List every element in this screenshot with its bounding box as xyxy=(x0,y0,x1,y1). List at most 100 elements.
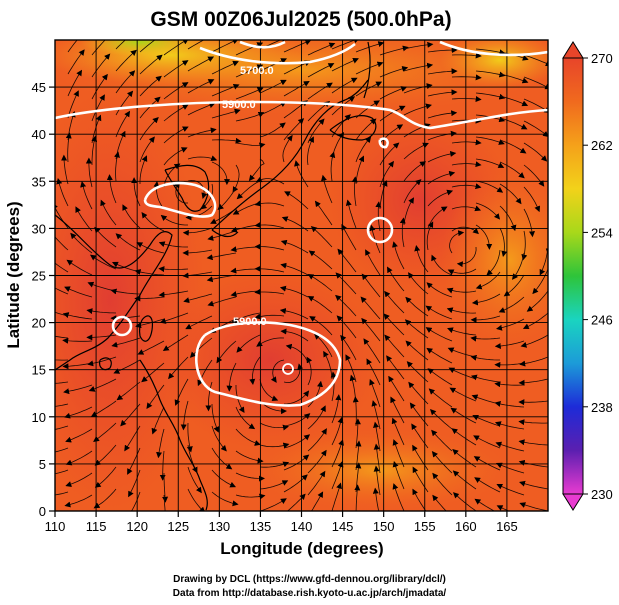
streamline xyxy=(427,68,458,75)
streamline xyxy=(55,425,69,430)
streamline xyxy=(131,177,141,207)
streamline xyxy=(189,337,213,358)
streamline xyxy=(115,233,141,251)
streamline xyxy=(114,151,120,182)
streamline xyxy=(259,122,286,138)
colorbar-tick-label: 230 xyxy=(591,487,613,502)
streamline xyxy=(355,136,372,163)
streamline xyxy=(259,498,287,511)
x-axis-title: Longitude (degrees) xyxy=(220,539,383,558)
streamline xyxy=(159,312,189,324)
streamline xyxy=(91,94,105,122)
y-tick-label: 10 xyxy=(32,410,46,425)
streamline xyxy=(340,334,357,361)
streamline xyxy=(523,164,545,187)
streamline xyxy=(94,226,117,248)
streamline xyxy=(187,56,215,72)
streamline xyxy=(282,134,293,163)
streamline xyxy=(307,296,333,314)
streamline xyxy=(163,494,166,511)
streamline xyxy=(519,502,548,511)
y-tick-label: 20 xyxy=(32,316,46,331)
streamline xyxy=(403,41,434,50)
streamline xyxy=(91,135,98,165)
streamline xyxy=(450,407,477,424)
streamline xyxy=(187,155,218,161)
streamline xyxy=(235,42,264,56)
streamline xyxy=(456,246,477,268)
streamline xyxy=(392,483,405,511)
x-tick-label: 125 xyxy=(167,519,189,534)
streamline xyxy=(360,296,381,320)
streamline xyxy=(89,254,117,270)
streamline xyxy=(116,381,141,401)
coastline-taiwan xyxy=(139,315,153,342)
streamline xyxy=(387,266,405,292)
streamline xyxy=(430,408,453,430)
y-axis-title: Latitude (degrees) xyxy=(4,201,23,348)
streamline xyxy=(100,199,117,226)
contour-typhoon-eye xyxy=(282,363,294,375)
y-tick-label: 25 xyxy=(32,269,46,284)
streamline xyxy=(494,401,525,408)
streamline xyxy=(452,470,477,490)
streamline xyxy=(336,315,357,339)
contour-small-high-west xyxy=(111,315,133,337)
streamline xyxy=(187,127,217,138)
streamline xyxy=(310,226,333,248)
gridlines xyxy=(55,40,548,511)
streamline xyxy=(321,174,333,204)
contour-label-2: 5700.0 xyxy=(240,65,274,77)
x-tick-label: 135 xyxy=(250,519,272,534)
streamline xyxy=(85,157,93,188)
streamline xyxy=(139,96,161,119)
streamline xyxy=(427,110,458,119)
yellow-blob-northeast xyxy=(440,40,548,88)
streamline xyxy=(91,73,108,100)
streamline xyxy=(211,447,233,470)
streamline xyxy=(307,273,333,292)
contour-5880-korea xyxy=(143,181,217,218)
streamline xyxy=(160,214,188,226)
x-tick-label: 120 xyxy=(126,519,148,534)
contour-5700 xyxy=(199,42,356,65)
streamline xyxy=(259,101,287,116)
streamline xyxy=(136,242,165,254)
streamline xyxy=(494,340,525,349)
streamline xyxy=(185,315,213,330)
coastline-japan xyxy=(211,79,369,238)
contours xyxy=(55,40,548,407)
streamline xyxy=(383,313,405,336)
x-tick-label: 140 xyxy=(291,519,313,534)
contour-5900-typhoon xyxy=(195,321,342,407)
colorbar-ticks: 230 238 246 254 262 270 xyxy=(583,51,613,502)
streamline xyxy=(499,117,528,130)
streamline xyxy=(384,290,405,314)
streamline xyxy=(432,472,453,496)
streamline xyxy=(375,201,382,232)
streamline xyxy=(279,285,309,298)
streamline xyxy=(363,338,381,364)
streamline xyxy=(226,362,237,392)
streamline xyxy=(236,180,261,200)
streamline xyxy=(307,380,323,408)
streamline xyxy=(139,54,163,75)
plot-area: 5900.0 5900.0 5700.0 xyxy=(55,40,548,511)
streamline xyxy=(139,40,156,53)
streamline xyxy=(345,199,357,229)
streamline xyxy=(197,359,213,387)
streamline xyxy=(158,241,188,248)
streamline xyxy=(495,441,525,452)
streamline xyxy=(412,488,427,511)
streamline xyxy=(187,79,215,94)
streamline xyxy=(187,488,206,511)
streamline xyxy=(532,268,548,295)
streamline xyxy=(337,248,357,273)
streamline xyxy=(285,343,309,364)
streamline xyxy=(399,217,406,248)
streamline xyxy=(211,60,239,75)
streamline xyxy=(56,178,69,207)
streamline xyxy=(351,176,358,207)
streamline xyxy=(80,181,93,210)
streamline xyxy=(307,136,314,166)
